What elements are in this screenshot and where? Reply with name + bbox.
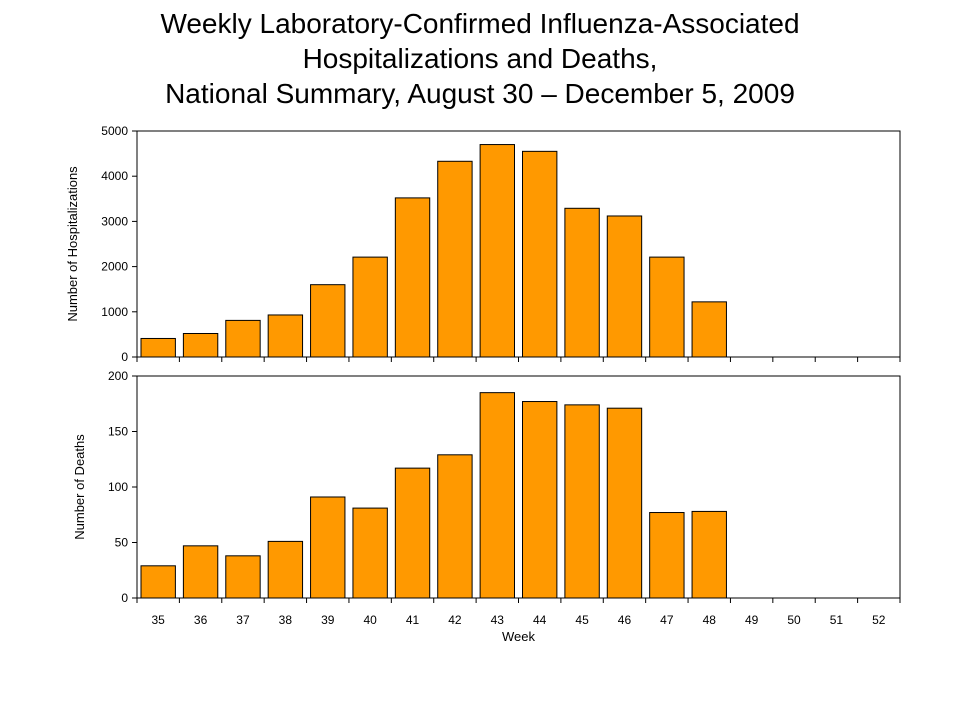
hospitalizations-ytick-label: 1000 (101, 305, 128, 319)
hospitalizations-bar-week-37 (225, 319, 261, 358)
xtick-label-week-47: 47 (660, 613, 674, 627)
xtick-label-week-45: 45 (575, 613, 589, 627)
hospitalizations-bar-week-48 (691, 301, 727, 358)
chart-title: Weekly Laboratory-Confirmed Influenza-As… (0, 6, 960, 111)
title-line-2: Hospitalizations and Deaths, (302, 43, 658, 74)
deaths-bar-week-45 (564, 404, 600, 599)
deaths-bar-week-44 (522, 401, 558, 599)
deaths-ytick-label: 50 (115, 536, 129, 550)
deaths-bar-week-37 (225, 555, 261, 599)
hospitalizations-ytick-label: 5000 (101, 124, 128, 138)
hospitalizations-bar-week-47 (649, 256, 685, 358)
hospitalizations-bar-week-39 (310, 284, 346, 358)
xtick-label-week-40: 40 (363, 613, 377, 627)
x-axis-title: Week (502, 629, 535, 644)
xtick-label-week-48: 48 (703, 613, 717, 627)
xtick-label-week-44: 44 (533, 613, 547, 627)
deaths-bar-week-36 (182, 545, 219, 599)
title-line-3: National Summary, August 30 – December 5… (165, 78, 795, 109)
deaths-bar-week-47 (649, 512, 685, 599)
hospitalizations-bar-week-41 (394, 197, 431, 358)
deaths-ytick-label: 150 (108, 425, 128, 439)
deaths-bar-week-35 (140, 565, 176, 599)
deaths-y-axis-title: Number of Deaths (72, 434, 87, 540)
title-line-1: Weekly Laboratory-Confirmed Influenza-As… (160, 8, 800, 39)
xtick-label-week-36: 36 (194, 613, 208, 627)
xtick-label-week-35: 35 (152, 613, 166, 627)
hospitalizations-bar-week-38 (267, 314, 304, 358)
deaths-bar-week-46 (606, 407, 643, 599)
hospitalizations-ytick-label: 3000 (101, 214, 128, 228)
deaths-bar-week-41 (394, 467, 431, 599)
hospitalizations-bar-week-45 (564, 207, 600, 358)
deaths-bar-week-40 (352, 507, 388, 599)
hospitalizations-bar-week-46 (606, 215, 643, 358)
xtick-label-week-38: 38 (279, 613, 293, 627)
hospitalizations-ytick-label: 4000 (101, 169, 128, 183)
xtick-label-week-51: 51 (830, 613, 844, 627)
hospitalizations-y-axis-title: Number of Hospitalizations (65, 166, 80, 322)
deaths-ytick-label: 200 (108, 369, 128, 383)
deaths-bar-week-48 (691, 510, 727, 599)
hospitalizations-ytick-label: 0 (121, 350, 128, 364)
hospitalizations-plot-frame (136, 130, 901, 358)
xtick-label-week-37: 37 (236, 613, 250, 627)
deaths-bar-week-38 (267, 540, 304, 599)
hospitalizations-bar-week-42 (437, 160, 473, 358)
deaths-ytick-label: 0 (121, 591, 128, 605)
hospitalizations-ytick-label: 2000 (101, 260, 128, 274)
deaths-ytick-label: 100 (108, 480, 128, 494)
hospitalizations-bar-week-35 (140, 337, 176, 358)
xtick-label-week-42: 42 (448, 613, 462, 627)
hospitalizations-bar-week-40 (352, 256, 388, 358)
deaths-plot-frame (136, 375, 901, 599)
hospitalizations-bar-week-36 (182, 332, 219, 358)
hospitalizations-bar-week-44 (522, 150, 558, 358)
hospitalizations-bar-week-43 (479, 144, 516, 358)
deaths-bar-week-39 (310, 496, 346, 599)
xtick-label-week-46: 46 (618, 613, 632, 627)
deaths-bar-week-43 (479, 392, 516, 599)
xtick-label-week-52: 52 (872, 613, 886, 627)
deaths-bar-week-42 (437, 454, 473, 599)
xtick-label-week-39: 39 (321, 613, 335, 627)
xtick-label-week-43: 43 (491, 613, 505, 627)
xtick-label-week-41: 41 (406, 613, 420, 627)
xtick-label-week-50: 50 (787, 613, 801, 627)
xtick-label-week-49: 49 (745, 613, 759, 627)
